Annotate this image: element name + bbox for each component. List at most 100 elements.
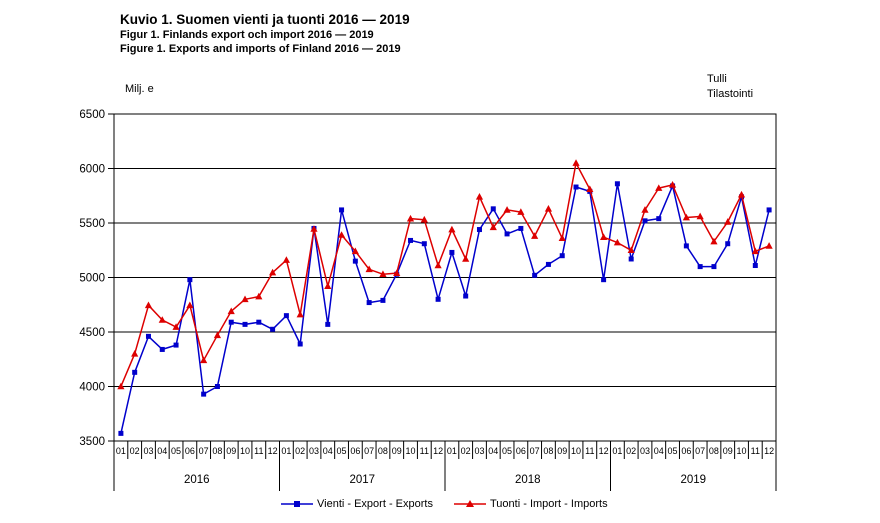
series-imports-point [351,247,359,255]
series-exports-point [463,293,469,299]
month-label: 08 [378,446,388,456]
month-label: 10 [571,446,581,456]
month-label: 03 [474,446,484,456]
series-exports-point [339,207,345,213]
y-tick-label: 4000 [79,382,105,394]
chart-title: Kuvio 1. Suomen vienti ja tuonti 2016 — … [120,12,410,27]
month-label: 08 [543,446,553,456]
chart-legend: Vienti - Export - Exports Tuonti - Impor… [0,496,880,512]
series-imports-point [337,231,346,238]
series-exports-point [573,184,579,190]
series-exports-point [656,216,662,222]
month-label: 04 [488,446,498,456]
series-imports-point [434,261,442,269]
imports-legend-marker-icon [454,500,486,507]
year-label: 2018 [515,474,541,486]
series-exports-line [120,183,770,434]
series-imports-point [406,214,415,222]
month-label: 02 [626,446,636,456]
series-imports-point [158,316,166,323]
month-label: 10 [406,446,416,456]
chart-subtitle-english: Figure 1. Exports and imports of Finland… [120,42,401,55]
month-label: 06 [681,446,691,456]
series-imports-point [241,295,249,303]
month-label: 12 [268,446,278,456]
y-tick-label: 5000 [79,273,105,285]
series-exports-point [601,277,607,283]
series-exports-point [766,207,772,213]
series-imports-point [296,310,304,318]
series-exports-point [256,319,262,325]
series-exports-point [752,263,758,269]
series-imports-point [324,282,332,290]
series-exports-point [725,241,731,247]
series-imports-point [200,356,208,364]
series-imports-line [120,162,770,387]
publisher-label: Tulli Tilastointi [707,72,753,102]
series-imports-point [710,237,718,245]
series-exports-point [366,300,372,306]
month-label: 05 [171,446,181,456]
series-exports-point [132,369,138,375]
series-imports-point [255,292,263,300]
series-exports-point [476,227,482,233]
month-label: 11 [420,446,429,456]
series-imports-point [668,181,677,188]
chart-subtitle-swedish: Figur 1. Finlands export och import 2016… [120,29,374,41]
month-label: 02 [295,446,305,456]
y-tick-label: 6500 [79,109,105,121]
month-label: 09 [392,446,402,456]
month-label: 09 [557,446,567,456]
month-label: 08 [212,446,222,456]
month-label: 01 [447,446,457,456]
series-exports-point [642,218,648,224]
series-imports-point [186,301,194,309]
month-label: 06 [350,446,360,456]
series-imports-point [600,233,608,240]
series-imports-point [586,185,594,193]
series-imports-point [117,382,125,390]
series-imports-point [696,212,704,220]
series-exports-point [270,326,276,332]
series-imports-point [144,301,153,309]
y-axis-unit-label: Milj. e [125,83,154,95]
y-tick-label: 3500 [79,436,105,448]
series-exports-point [283,313,289,319]
series-exports-point [614,181,620,187]
series-exports-point [683,243,689,249]
month-label: 10 [737,446,747,456]
legend-item-imports: Tuonti - Import - Imports [454,496,608,512]
series-imports-point [737,190,746,198]
month-label: 01 [612,446,622,456]
month-label: 12 [599,446,609,456]
series-imports-point [269,268,277,276]
month-label: 11 [254,446,263,456]
month-label: 02 [461,446,471,456]
series-exports-point [352,258,358,264]
month-label: 11 [585,446,594,456]
series-imports-point [531,232,539,239]
series-imports-point [558,234,566,242]
series-imports-point [365,265,373,273]
legend-label-imports: Tuonti - Import - Imports [490,498,608,510]
series-imports-point [682,213,690,221]
series-imports-point [544,205,553,212]
series-exports-point [173,342,179,348]
series-exports-point [628,256,634,262]
month-label: 08 [709,446,719,456]
series-imports-point [379,270,387,278]
y-tick-label: 4500 [79,327,105,339]
series-exports-point [408,237,414,243]
series-imports-point [227,307,235,315]
series-imports-point [172,323,180,330]
series-exports-point [242,321,248,327]
legend-label-exports: Vienti - Export - Exports [317,498,433,510]
month-label: 04 [157,446,167,456]
series-imports-point [724,218,732,225]
month-label: 07 [199,446,209,456]
series-imports-point [462,255,470,262]
series-exports-point [159,346,165,352]
series-imports-point [613,238,621,246]
